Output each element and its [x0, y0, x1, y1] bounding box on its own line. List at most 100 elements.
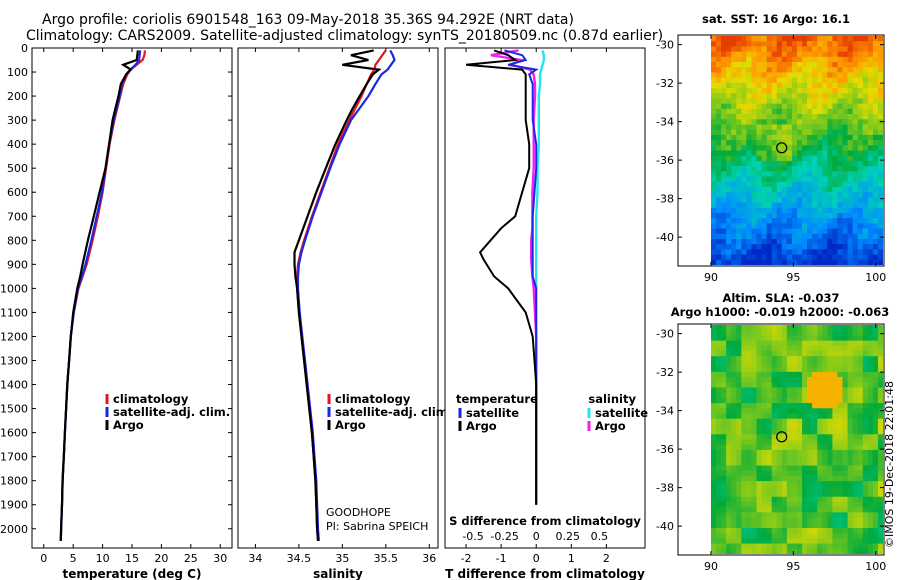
map-cell — [812, 238, 818, 245]
map-cell — [857, 439, 864, 446]
map-cell — [721, 108, 727, 115]
map-cell — [796, 460, 803, 467]
map-cell — [776, 77, 783, 84]
map-cell — [721, 207, 727, 214]
map-cell — [837, 124, 844, 131]
map-cell — [746, 392, 753, 399]
map-cell — [751, 108, 758, 115]
map-cell — [726, 392, 732, 399]
map-cell — [756, 434, 763, 441]
map-cell — [852, 259, 859, 265]
map-cell — [791, 486, 798, 493]
map-cell — [872, 366, 879, 373]
map-cell — [731, 429, 737, 435]
map-cell — [731, 371, 737, 378]
map-cell — [796, 72, 803, 79]
map-cell — [857, 56, 864, 63]
map-cell — [877, 166, 884, 172]
map-cell — [802, 171, 808, 178]
map-cell — [736, 134, 742, 141]
map-cell — [746, 72, 753, 79]
map-cell — [842, 444, 849, 451]
map-cell — [796, 166, 803, 172]
map-cell — [781, 114, 788, 120]
map-cell — [776, 134, 783, 141]
map-cell — [731, 228, 737, 235]
map-cell — [817, 335, 823, 342]
map-cell — [731, 470, 737, 477]
map-cell — [731, 527, 737, 534]
map-cell — [857, 351, 864, 357]
map-cell — [812, 197, 818, 204]
map-cell — [857, 325, 864, 331]
map-cell — [786, 223, 793, 230]
map-cell — [827, 408, 833, 415]
map-cell — [812, 501, 818, 508]
map-cell — [751, 486, 758, 493]
map-cell — [721, 140, 727, 146]
map-cell — [746, 335, 753, 342]
map-cell — [877, 548, 884, 554]
map-cell — [832, 62, 839, 68]
map-cell — [716, 207, 722, 214]
map-cell — [822, 233, 828, 240]
map-cell — [771, 423, 778, 430]
map-cell — [791, 119, 798, 126]
map-cell — [771, 392, 778, 399]
map-cell — [857, 77, 864, 84]
map-cell — [786, 470, 793, 477]
map-cell — [822, 522, 828, 529]
map-cell — [721, 366, 727, 373]
map-y-tick-label: -30 — [656, 328, 674, 341]
map-cell — [736, 103, 742, 110]
map-cell — [791, 470, 798, 477]
map-cell — [731, 496, 737, 503]
map-cell — [822, 223, 828, 230]
map-cell — [877, 387, 884, 394]
map-cell — [867, 192, 874, 198]
map-cell — [827, 340, 833, 347]
map-cell — [710, 522, 717, 529]
map-cell — [827, 223, 833, 230]
map-cell — [807, 465, 813, 472]
map-cell — [802, 176, 808, 183]
map-cell — [781, 202, 788, 209]
map-cell — [842, 439, 849, 446]
map-cell — [710, 335, 717, 342]
map-cell — [832, 77, 839, 84]
map-cell — [827, 496, 833, 503]
map-cell — [776, 356, 783, 363]
map-cell — [837, 444, 844, 451]
map-cell — [791, 444, 798, 451]
map-cell — [746, 36, 753, 42]
map-cell — [862, 470, 869, 477]
map-cell — [796, 36, 803, 42]
map-cell — [862, 171, 869, 178]
map-cell — [802, 340, 808, 347]
map-cell — [796, 218, 803, 224]
map-cell — [716, 340, 722, 347]
map-cell — [726, 160, 732, 167]
map-cell — [872, 522, 879, 529]
map-cell — [867, 254, 874, 261]
map-cell — [842, 233, 849, 240]
map-cell — [721, 114, 727, 120]
map-cell — [751, 103, 758, 110]
map-cell — [781, 392, 788, 399]
map-cell — [842, 377, 849, 383]
map-cell — [807, 475, 813, 482]
map-cell — [741, 423, 747, 430]
map-cell — [721, 129, 727, 136]
map-cell — [761, 434, 768, 441]
map-cell — [710, 46, 717, 53]
map-cell — [827, 140, 833, 146]
map-cell — [842, 403, 849, 409]
map-cell — [776, 171, 783, 178]
map-cell — [852, 160, 859, 167]
map-cell — [751, 356, 758, 363]
map-cell — [751, 62, 758, 68]
map-cell — [746, 507, 753, 513]
map-cell — [736, 129, 742, 136]
map-cell — [847, 382, 854, 389]
map-cell — [721, 46, 727, 53]
